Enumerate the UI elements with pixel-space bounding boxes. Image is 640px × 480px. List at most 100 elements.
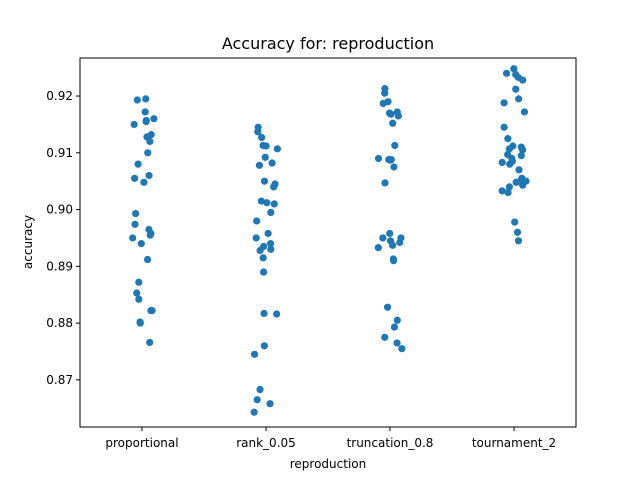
data-point xyxy=(519,181,527,189)
data-point xyxy=(387,110,395,118)
data-point xyxy=(381,89,389,97)
y-tick-label: 0.90 xyxy=(46,203,73,217)
data-point xyxy=(390,323,399,331)
data-point xyxy=(389,257,398,265)
data-point xyxy=(383,303,392,311)
data-point xyxy=(263,199,271,207)
x-tick-label: proportional xyxy=(105,436,178,450)
data-point xyxy=(374,154,383,163)
data-point xyxy=(260,309,268,318)
data-point xyxy=(498,187,506,195)
data-point xyxy=(146,338,154,347)
data-point xyxy=(512,85,520,93)
data-point xyxy=(273,310,281,318)
data-point xyxy=(270,200,278,208)
x-axis: proportional rank_0.05 truncation_0.8 tourn… xyxy=(105,427,556,450)
y-axis-label: accuracy xyxy=(21,215,35,269)
data-point xyxy=(260,268,268,276)
x-axis-label: reproduction xyxy=(290,457,367,471)
data-point xyxy=(142,95,150,103)
data-point xyxy=(500,123,508,131)
plot-frame xyxy=(79,57,577,428)
data-point xyxy=(260,342,268,350)
chart-title: Accuracy for: reproduction xyxy=(222,34,434,53)
data-point xyxy=(273,145,281,153)
y-tick-label: 0.88 xyxy=(46,316,73,330)
data-point xyxy=(379,234,387,242)
data-point xyxy=(513,228,522,236)
data-point xyxy=(130,120,138,129)
data-point xyxy=(390,163,398,171)
data-point xyxy=(143,255,152,264)
data-point xyxy=(396,238,404,247)
data-point xyxy=(261,153,269,161)
data-point xyxy=(252,234,260,242)
y-tick-label: 0.89 xyxy=(46,259,73,273)
data-point xyxy=(253,217,261,225)
data-point xyxy=(264,229,272,238)
x-tick-label: rank_0.05 xyxy=(236,436,296,450)
y-tick-label: 0.92 xyxy=(46,89,73,103)
data-point xyxy=(379,99,387,108)
data-point xyxy=(519,76,527,84)
data-point xyxy=(146,231,154,239)
data-point xyxy=(262,142,270,150)
data-point xyxy=(519,146,527,154)
data-point xyxy=(505,183,513,191)
data-point xyxy=(514,237,523,245)
data-point xyxy=(260,177,269,185)
data-point xyxy=(147,307,155,315)
points-layer xyxy=(129,65,530,416)
data-point xyxy=(253,396,261,404)
data-point xyxy=(391,141,399,150)
data-point xyxy=(250,408,258,416)
data-point xyxy=(520,108,529,116)
data-point xyxy=(498,158,506,167)
data-point xyxy=(133,289,141,297)
data-point xyxy=(512,178,520,186)
data-point xyxy=(504,188,512,197)
data-point xyxy=(381,333,389,341)
data-point xyxy=(141,108,149,116)
data-point xyxy=(254,128,262,136)
data-point xyxy=(129,234,137,242)
data-point xyxy=(389,241,397,249)
data-point xyxy=(135,278,143,286)
data-point xyxy=(389,119,397,127)
data-point xyxy=(266,240,275,248)
data-point xyxy=(137,240,145,248)
data-point xyxy=(250,350,259,358)
data-point xyxy=(134,160,142,168)
data-point xyxy=(506,160,514,168)
data-point xyxy=(146,137,154,146)
y-tick-label: 0.87 xyxy=(46,373,73,387)
data-point xyxy=(515,95,523,103)
y-tick-label: 0.91 xyxy=(46,146,73,160)
x-tick-label: truncation_0.8 xyxy=(347,436,434,450)
data-point xyxy=(136,319,144,327)
y-axis: 0.87 0.88 0.89 0.90 0.91 0.92 xyxy=(46,89,80,387)
data-point xyxy=(393,339,401,347)
data-point xyxy=(270,183,278,191)
data-point xyxy=(268,159,276,167)
data-point xyxy=(256,246,264,255)
x-tick-label: tournament_2 xyxy=(472,436,556,450)
data-point xyxy=(393,316,401,324)
data-point xyxy=(145,171,153,180)
data-point xyxy=(374,244,382,252)
data-point xyxy=(267,208,275,217)
data-point xyxy=(258,133,266,142)
data-point xyxy=(386,156,394,164)
data-point xyxy=(144,149,152,157)
data-point xyxy=(511,218,519,226)
data-point xyxy=(142,117,150,126)
data-point xyxy=(394,112,402,120)
data-point xyxy=(150,115,158,123)
data-point xyxy=(505,145,514,153)
data-point xyxy=(517,152,525,160)
data-point xyxy=(515,166,523,174)
data-point xyxy=(131,220,139,228)
data-point xyxy=(386,229,394,238)
